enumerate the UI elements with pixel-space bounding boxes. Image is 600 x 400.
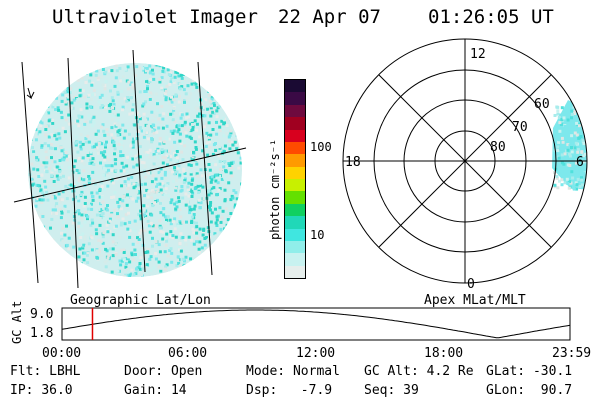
colorbar-swatch (285, 92, 305, 105)
status-ip: IP: 36.0 (10, 383, 73, 398)
colorbar-swatch (285, 228, 305, 241)
status-mode: Mode: Normal (246, 364, 340, 379)
colorbar (284, 79, 306, 279)
x-tick-0000: 00:00 (42, 346, 82, 361)
colorbar-swatch (285, 141, 305, 155)
mlt-label-6: 6 (576, 155, 584, 170)
colorbar-swatch (285, 203, 305, 217)
colorbar-swatch (285, 179, 305, 192)
arrow-icon (26, 87, 35, 100)
right-map-caption: Apex MLat/MLT (424, 293, 526, 308)
timeline-ymin: 1.8 (30, 326, 54, 341)
time-label: 01:26:05 UT (428, 6, 554, 28)
mlt-label-0: 0 (467, 277, 475, 292)
date-label: 22 Apr 07 (278, 6, 381, 28)
x-tick-0600: 06:00 (168, 346, 208, 361)
x-tick-2359: 23:59 (552, 346, 592, 361)
geo-grid-lines (13, 49, 247, 289)
left-map-caption: Geographic Lat/Lon (70, 293, 211, 308)
status-gc-alt: GC Alt: 4.2 Re (364, 364, 474, 379)
x-tick-1200: 12:00 (296, 346, 336, 361)
instrument-title: Ultraviolet Imager (52, 6, 258, 28)
colorbar-swatch (285, 117, 305, 130)
mlt-label-18: 18 (345, 155, 361, 170)
colorbar-swatch (285, 216, 305, 229)
colorbar-swatch (285, 129, 305, 142)
status-glat: GLat: -30.1 (486, 364, 573, 379)
colorbar-swatch (285, 253, 305, 266)
colorbar-tick-100: 100 (310, 140, 332, 154)
colorbar-swatch (285, 104, 305, 118)
status-door: Door: Open (124, 364, 203, 379)
colorbar-swatch (285, 80, 305, 93)
mlt-label-12: 12 (470, 47, 486, 62)
mlat-label-60: 60 (534, 97, 550, 112)
status-dsp: Dsp: -7.9 (246, 383, 333, 398)
mlat-label-80: 80 (490, 140, 506, 155)
colorbar-swatch (285, 240, 305, 254)
status-flt: Flt: LBHL (10, 364, 81, 379)
status-glon: GLon: 90.7 (486, 383, 573, 398)
colorbar-tick-10: 10 (310, 228, 325, 242)
colorbar-swatch (285, 154, 305, 167)
colorbar-swatch (285, 166, 305, 179)
x-tick-1800: 18:00 (424, 346, 464, 361)
colorbar-swatch (285, 191, 305, 204)
orbit-altitude-curve (61, 309, 571, 339)
timeline-ymax: 9.0 (30, 307, 54, 322)
mlat-label-70: 70 (512, 120, 528, 135)
colorbar-swatch (285, 265, 305, 278)
status-seq: Seq: 39 (364, 383, 419, 398)
polar-grid (342, 38, 588, 284)
status-gain: Gain: 14 (124, 383, 187, 398)
